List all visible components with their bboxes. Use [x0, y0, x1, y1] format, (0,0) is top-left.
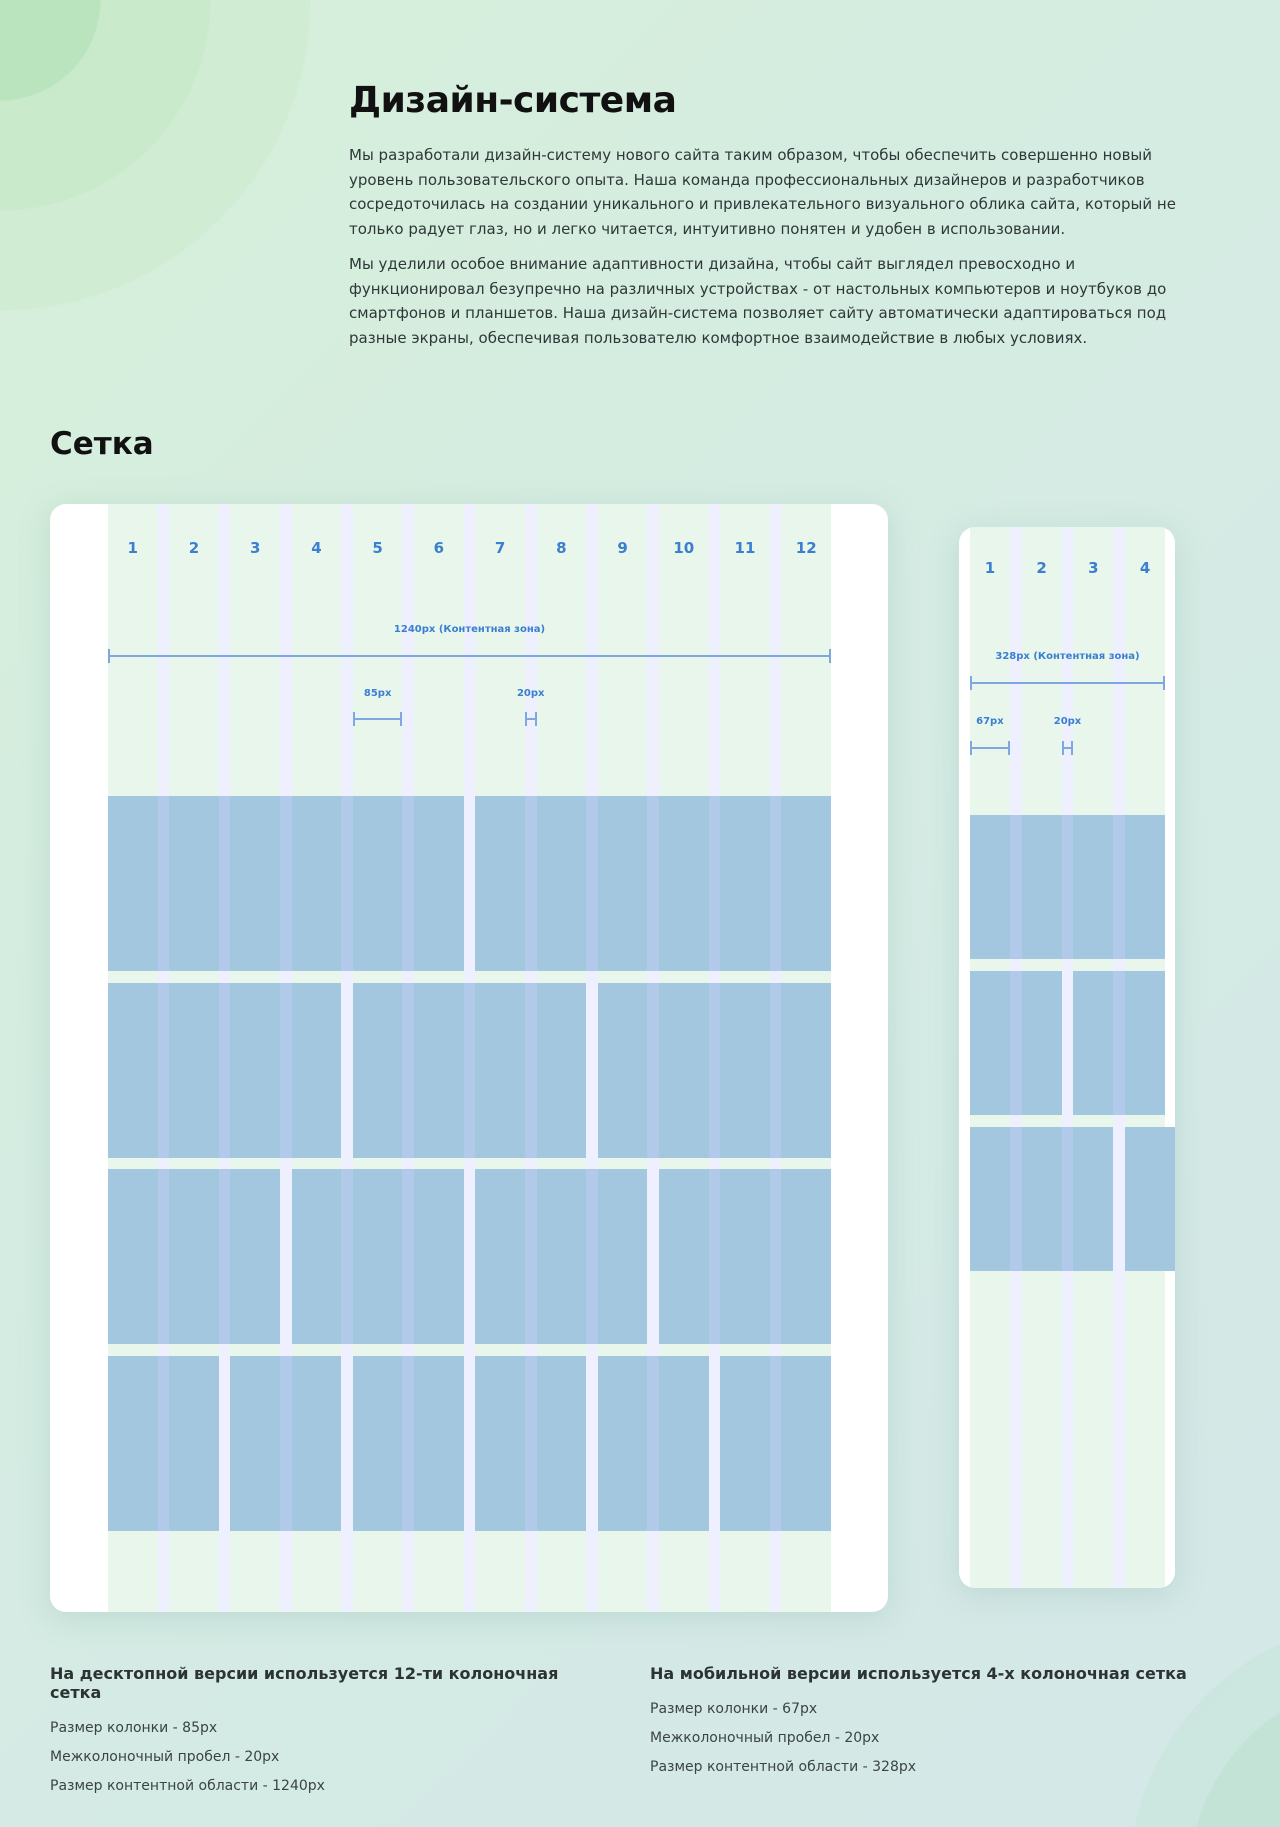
layout-block	[597, 1355, 709, 1531]
layout-block	[108, 796, 464, 971]
desktop-grid-description: На десктопной версии используется 12-ти …	[50, 1664, 610, 1807]
grid-gutter	[341, 504, 353, 1612]
grid-gutter	[586, 504, 598, 1612]
layout-block	[658, 1169, 831, 1345]
layout-block	[475, 1355, 587, 1531]
layout-block	[230, 1355, 342, 1531]
layout-block	[1073, 970, 1165, 1115]
grid-gutter	[280, 504, 292, 1612]
layout-block	[970, 815, 1165, 959]
mobile-grid-description: На мобильной версии используется 4-х кол…	[650, 1664, 1210, 1788]
layout-block	[108, 982, 342, 1158]
column-width-bar	[352, 712, 403, 726]
grid-gutter	[1009, 527, 1022, 1588]
gutter-width-bar	[1061, 741, 1074, 755]
column-number: 11	[734, 539, 756, 557]
layout-block	[720, 1355, 831, 1531]
layout-block	[291, 1169, 464, 1345]
grid-gutter	[402, 504, 415, 1612]
layout-block	[970, 1126, 1114, 1271]
description-item: Межколоночный пробел - 20px	[650, 1730, 880, 1746]
grid-gutter	[524, 504, 537, 1612]
description-heading: На десктопной версии используется 12-ти …	[50, 1664, 559, 1702]
layout-block	[108, 1169, 280, 1345]
grid-gutter	[218, 504, 231, 1612]
column-number: 2	[188, 539, 200, 557]
layout-block	[475, 1169, 648, 1345]
column-width-bar	[970, 741, 1010, 755]
mobile-grid-card: 1 2 3 4 328px (Контентная зона) 67px 20px	[959, 527, 1175, 1588]
column-number: 9	[617, 539, 628, 557]
description-item: Размер колонки - 85px	[50, 1720, 218, 1736]
column-number: 1	[984, 559, 996, 577]
description-item: Размер колонки - 67px	[650, 1701, 818, 1717]
column-width-label: 85px	[363, 688, 392, 699]
content-width-bar	[970, 676, 1165, 690]
column-number: 8	[556, 539, 567, 557]
description-item: Размер контентной области - 328px	[650, 1759, 917, 1775]
grid-gutter	[157, 504, 170, 1612]
desktop-grid-card: 1 2 3 4 5 6 7 8 9 10 11 12 1240px (Контентная зона) 8…	[50, 504, 888, 1612]
grid-gutter	[1113, 527, 1126, 1588]
grid-gutter	[463, 504, 476, 1612]
gutter-width-bar	[524, 712, 537, 726]
content-width-bar	[108, 649, 831, 663]
column-number: 3	[1088, 559, 1099, 577]
column-number: 6	[433, 539, 445, 557]
layout-block	[352, 1355, 464, 1531]
column-number: 3	[249, 539, 261, 557]
column-number: 10	[673, 539, 695, 557]
page-title: Дизайн-система	[349, 80, 677, 121]
gutter-width-label: 20px	[1053, 716, 1082, 727]
layout-block	[475, 796, 831, 971]
description-item: Размер контентной области - 1240px	[50, 1778, 325, 1794]
column-number: 4	[311, 539, 322, 557]
grid-gutter	[708, 504, 721, 1612]
intro-paragraph: Мы разработали дизайн-систему нового сай…	[349, 146, 1176, 238]
intro-paragraph: Мы уделили особое внимание адаптивности …	[349, 255, 1167, 347]
layout-block	[1125, 1126, 1175, 1271]
grid-gutter	[1061, 527, 1074, 1588]
grid-gutter	[769, 504, 782, 1612]
layout-block	[108, 1355, 219, 1531]
gutter-width-label: 20px	[516, 688, 545, 699]
description-heading: На мобильной версии используется 4-х кол…	[650, 1664, 1187, 1683]
column-number: 12	[795, 539, 817, 557]
content-width-label: 328px (Контентная зона)	[995, 651, 1140, 662]
layout-block	[352, 982, 587, 1158]
column-number: 1	[127, 539, 138, 557]
content-width-label: 1240px (Контентная зона)	[393, 624, 546, 635]
column-number: 7	[494, 539, 506, 557]
column-number: 5	[372, 539, 383, 557]
column-width-label: 67px	[976, 716, 1004, 727]
section-title: Сетка	[50, 426, 154, 462]
layout-block	[970, 970, 1062, 1115]
column-number: 4	[1139, 559, 1151, 577]
grid-gutter	[647, 504, 659, 1612]
description-item: Межколоночный пробел - 20px	[50, 1749, 280, 1765]
layout-block	[597, 982, 831, 1158]
column-number: 2	[1036, 559, 1047, 577]
